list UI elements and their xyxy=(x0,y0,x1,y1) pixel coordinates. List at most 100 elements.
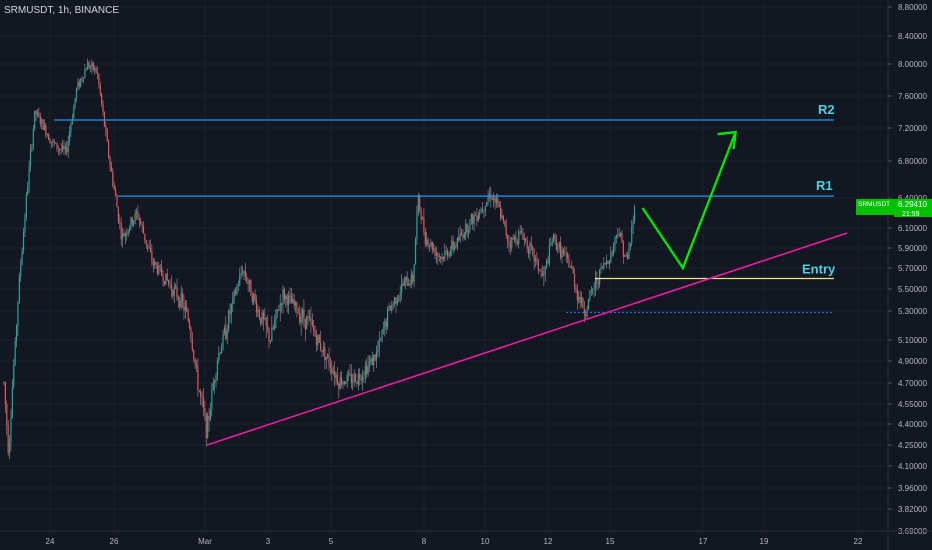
candle-down xyxy=(438,255,440,258)
candle-down xyxy=(183,301,185,311)
candle-down xyxy=(575,286,577,290)
candle-down xyxy=(560,242,562,258)
candle-up xyxy=(279,303,281,311)
candle-down xyxy=(281,303,283,305)
candle-up xyxy=(617,234,619,236)
candle-down xyxy=(522,233,524,240)
candle-up xyxy=(551,241,553,245)
candle-down xyxy=(53,140,55,144)
price-tick-label: 4.25000 xyxy=(898,441,927,450)
candle-up xyxy=(543,273,545,277)
candle-up xyxy=(43,124,46,130)
price-axis[interactable]: 8.80000 8.40000 8.00000 7.60000 7.20000 6.800… xyxy=(856,0,932,550)
candle-down xyxy=(481,208,484,210)
candle-down xyxy=(315,336,318,346)
price-tick-label: 6.40000 xyxy=(898,194,927,203)
price-tick-label: 5.10000 xyxy=(898,336,927,345)
candle-up xyxy=(357,373,359,385)
candle-up xyxy=(624,255,626,257)
time-tick-label: 5 xyxy=(329,537,334,546)
time-tick-label: Mar xyxy=(198,537,212,546)
candle-down xyxy=(113,185,115,190)
candle-down xyxy=(156,265,159,274)
candle-up xyxy=(236,286,238,294)
price-tick-label: 6.10000 xyxy=(898,224,927,233)
candle-down xyxy=(152,261,154,265)
candle-up xyxy=(384,320,386,330)
candle-up xyxy=(94,68,96,70)
candle-up xyxy=(77,81,79,89)
candle-up xyxy=(631,226,633,243)
candle-up xyxy=(301,309,304,318)
candle-up xyxy=(13,364,15,387)
candle-down xyxy=(601,267,604,268)
candle-up xyxy=(392,303,394,305)
candle-up xyxy=(82,77,85,79)
candle-up xyxy=(352,381,354,383)
candle-down xyxy=(307,316,309,319)
candle-up xyxy=(416,211,418,239)
chart-grid xyxy=(0,0,888,532)
candle-down xyxy=(338,383,340,389)
candle-down xyxy=(208,415,210,421)
candle-down xyxy=(516,242,518,244)
candle-up xyxy=(257,309,259,313)
candle-up xyxy=(339,377,341,389)
candle-up xyxy=(10,417,12,442)
candle-down xyxy=(318,335,320,343)
price-tick-label: 4.10000 xyxy=(898,462,927,471)
candle-up xyxy=(469,219,471,230)
candle-down xyxy=(304,319,306,330)
candle-up xyxy=(414,238,417,265)
candle-down xyxy=(269,341,272,342)
candle-down xyxy=(225,327,227,339)
candle-up xyxy=(444,251,446,260)
candle-down xyxy=(85,69,87,71)
candle-down xyxy=(66,147,68,153)
candle-down xyxy=(45,124,47,136)
candle-down xyxy=(597,282,599,285)
candle-up xyxy=(289,295,291,297)
candle-up xyxy=(46,134,48,136)
candle-up xyxy=(21,250,23,265)
candle-up xyxy=(221,347,223,354)
time-tick-label: 24 xyxy=(46,537,55,546)
candle-down xyxy=(343,381,345,384)
candle-up xyxy=(518,231,520,244)
candle-up xyxy=(36,112,39,115)
time-axis[interactable]: 24 26 Mar 3 5 8 10 12 15 17 19 22 xyxy=(0,530,932,546)
candle-up xyxy=(28,165,30,187)
candle-up xyxy=(130,217,132,228)
candle-up xyxy=(487,197,489,203)
candle-up xyxy=(599,269,601,285)
candle-up xyxy=(240,273,242,275)
candle-down xyxy=(380,340,382,341)
candle-down xyxy=(554,234,556,239)
candle-down xyxy=(137,211,139,219)
candle-down xyxy=(474,215,477,217)
candle-up xyxy=(513,236,516,240)
candle-down xyxy=(500,207,502,219)
candle-down xyxy=(526,240,528,249)
candle-down xyxy=(498,203,500,208)
candle-down xyxy=(585,314,587,317)
candle-up xyxy=(615,235,618,237)
candle-down xyxy=(437,253,439,256)
candle-down xyxy=(402,283,404,286)
candle-up xyxy=(495,198,498,203)
candle-down xyxy=(102,104,104,113)
candle-up xyxy=(606,260,608,264)
candle-down xyxy=(340,377,343,385)
candle-up xyxy=(477,214,479,221)
candle-up xyxy=(451,240,453,251)
candle-up xyxy=(124,234,126,237)
candle-down xyxy=(201,395,203,399)
candle-up xyxy=(84,69,86,78)
candle-down xyxy=(424,231,426,245)
candle-down xyxy=(502,215,505,221)
candle-up xyxy=(154,262,156,265)
candle-down xyxy=(540,270,542,272)
candle-down xyxy=(626,254,629,259)
candle-down xyxy=(198,390,200,392)
